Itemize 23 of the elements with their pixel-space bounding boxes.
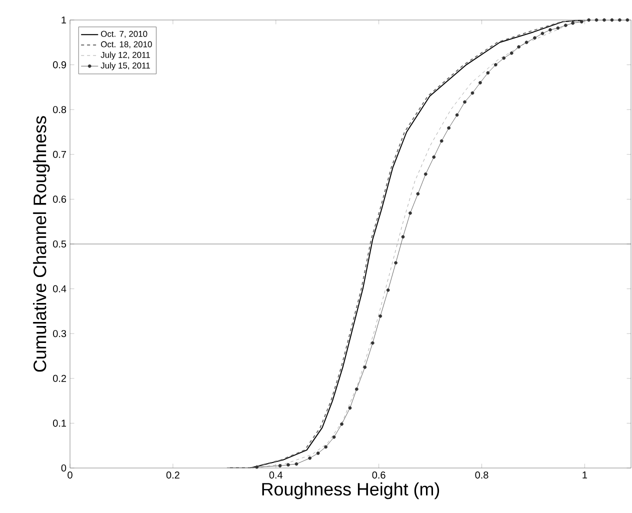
x-tick-label: 0.6 <box>372 472 386 479</box>
y-tick-label: 1 <box>62 16 66 24</box>
y-tick-label: 0.9 <box>53 61 66 68</box>
x-axis-title: Roughness Height (m) <box>262 482 440 500</box>
y-tick-label: 0.2 <box>53 374 66 382</box>
x-tick-label: 1 <box>582 472 587 478</box>
legend-label: July 12, 2011 <box>100 52 150 60</box>
y-tick-label: 0.4 <box>53 285 66 292</box>
x-tick-label: 0.4 <box>269 472 283 479</box>
y-tick-label: 0 <box>61 464 66 472</box>
x-tick-label: 0.8 <box>475 472 488 479</box>
x-tick-label: 0 <box>68 472 72 479</box>
y-tick-label: 0.5 <box>53 240 66 248</box>
legend-label: July 15, 2011 <box>100 62 150 70</box>
y-tick-label: 0.7 <box>53 150 66 158</box>
y-tick-label: 0.8 <box>53 106 66 114</box>
y-axis-title: Cumulative Channel Roughness <box>33 116 50 372</box>
y-tick-label: 0.1 <box>53 420 66 427</box>
y-tick-label: 0.3 <box>53 330 66 338</box>
y-tick-label: 0.6 <box>53 196 66 203</box>
legend-label: Oct. 7, 2010 <box>101 30 148 38</box>
legend-label: Oct. 18, 2010 <box>101 41 152 48</box>
x-tick-label: 0.2 <box>166 472 180 479</box>
